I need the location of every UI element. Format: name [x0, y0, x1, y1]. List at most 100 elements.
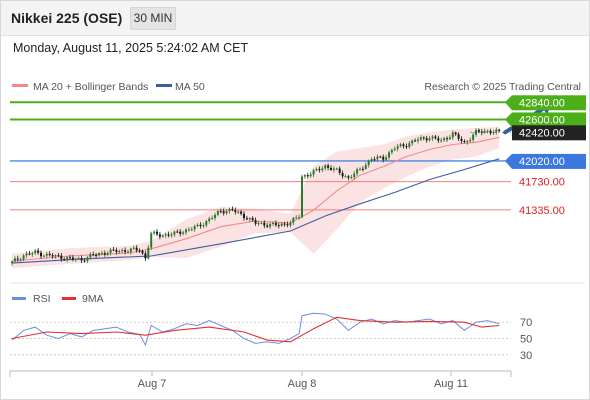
candle: [34, 248, 37, 255]
candle-body: [408, 143, 411, 147]
bollinger-band-area: [12, 126, 500, 269]
candle-body: [321, 168, 324, 171]
candle-body: [28, 253, 31, 255]
candle-body: [54, 255, 57, 257]
candle-body: [103, 253, 106, 255]
candle-body: [318, 168, 321, 171]
candle-body: [263, 222, 266, 226]
candle: [54, 254, 57, 259]
candle-body: [315, 168, 318, 171]
candle-body: [167, 234, 170, 236]
candle: [260, 221, 263, 225]
candle: [144, 251, 147, 262]
candle: [225, 209, 228, 215]
candle-body: [222, 211, 225, 214]
candle: [129, 247, 132, 255]
candle-body: [364, 165, 367, 169]
candle: [199, 222, 202, 229]
candle-body: [411, 140, 414, 144]
level-label-41335.00: 41335.00: [519, 205, 565, 217]
candle: [408, 140, 411, 149]
level-tag-pointer: [505, 153, 512, 169]
candle-body: [182, 232, 185, 234]
candle: [347, 174, 350, 181]
candle-body: [74, 259, 77, 261]
candle: [182, 230, 185, 236]
candle: [359, 167, 361, 171]
candle-body: [286, 224, 289, 226]
candle-body: [324, 165, 327, 169]
candle: [127, 249, 129, 253]
candle-body: [254, 220, 257, 224]
candle-body: [425, 138, 428, 141]
candle: [390, 148, 393, 155]
candle-body: [419, 137, 422, 140]
candle-body: [135, 247, 138, 251]
candle-body: [469, 139, 472, 142]
candle: [141, 249, 144, 255]
candle-body: [356, 169, 359, 174]
candle-body: [243, 213, 245, 219]
candle: [306, 172, 309, 179]
candle-body: [466, 141, 469, 143]
candle: [208, 216, 211, 224]
candle-body: [121, 250, 124, 252]
candle-body: [199, 224, 202, 227]
candle: [286, 221, 289, 228]
candle-body: [370, 159, 373, 161]
candle: [40, 250, 42, 259]
candle: [161, 234, 164, 238]
candle: [176, 229, 179, 234]
candle: [469, 137, 472, 143]
candle-body: [306, 175, 309, 177]
candle: [335, 167, 338, 171]
candle: [356, 167, 359, 176]
candle: [190, 226, 193, 232]
candle-body: [454, 132, 457, 135]
candle: [22, 254, 25, 262]
candle: [228, 207, 231, 214]
candle: [11, 260, 13, 266]
candle-body: [13, 258, 16, 262]
candle: [414, 138, 417, 142]
candle-body: [193, 226, 196, 230]
candle-body: [240, 211, 243, 214]
candle-body: [414, 140, 417, 142]
candle-body: [80, 258, 83, 261]
candle-body: [399, 144, 402, 147]
level-label-42020.00: 42020.00: [519, 156, 565, 168]
candle-body: [405, 146, 408, 148]
candle-body: [463, 141, 466, 143]
candle-body: [440, 140, 443, 142]
candle: [25, 251, 28, 259]
candle-body: [309, 174, 312, 177]
candle: [219, 208, 222, 214]
candle-body: [289, 222, 292, 226]
candle: [234, 207, 237, 215]
interval-button[interactable]: 30 MIN: [130, 7, 176, 30]
candle-body: [144, 253, 147, 259]
candle: [179, 229, 182, 237]
candle-body: [373, 159, 376, 161]
candle: [51, 253, 54, 259]
candle: [370, 157, 373, 163]
candle-body: [303, 175, 306, 177]
candle: [167, 231, 170, 238]
candle-body: [170, 234, 173, 236]
candle-body: [89, 254, 92, 258]
candle-body: [301, 176, 303, 218]
candle-body: [251, 218, 254, 221]
candle: [266, 222, 269, 229]
candle-body: [98, 253, 100, 256]
candle: [57, 252, 60, 258]
x-axis: Aug 7 Aug 8 Aug 11: [9, 370, 512, 390]
candle-body: [338, 168, 341, 174]
candle-body: [225, 211, 228, 214]
candle-body: [187, 229, 190, 231]
candle: [283, 221, 286, 227]
candle: [28, 250, 31, 256]
candle: [321, 166, 324, 173]
candle-body: [141, 250, 144, 254]
